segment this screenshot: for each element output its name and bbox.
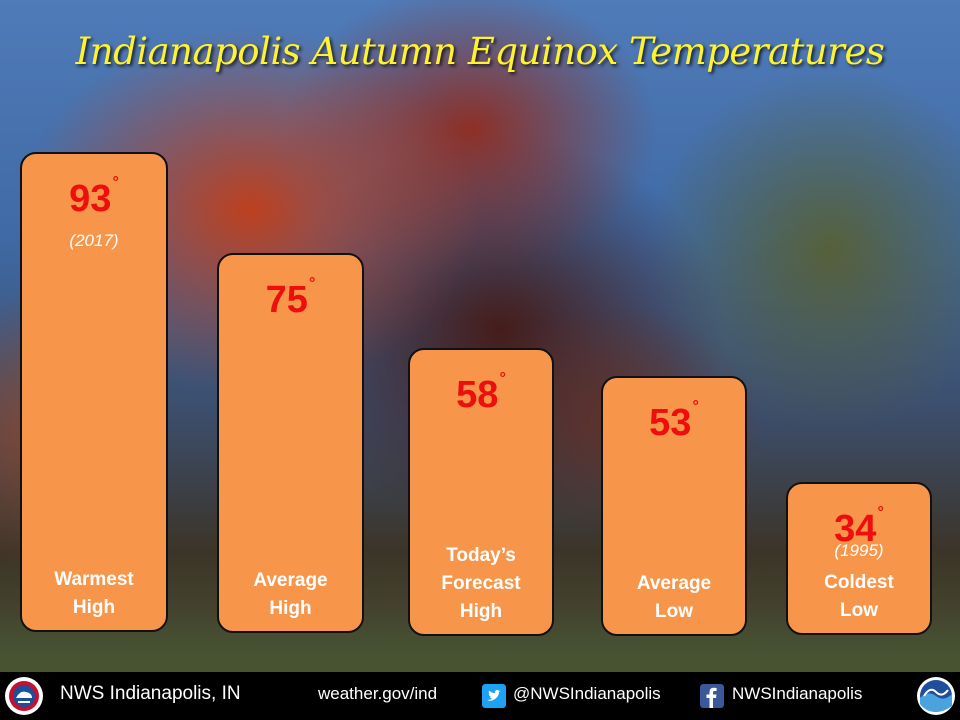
bar-label-line: Low [840, 600, 878, 621]
value-number: 75 [265, 279, 308, 321]
nws-logo-icon [5, 677, 43, 715]
twitter-icon[interactable] [482, 684, 506, 708]
bar-coldest-low: 34° (1995) Coldest Low [786, 482, 932, 635]
bar-value-average-high: 75° [219, 276, 362, 321]
bar-today-s-forecast-high: 58° Today’s Forecast High [408, 348, 554, 636]
bar-average-high: 75° Average High [217, 253, 364, 633]
value-number: 93 [69, 178, 112, 220]
bar-label-line: Low [655, 601, 693, 622]
chart-title: Indianapolis Autumn Equinox Temperatures [75, 30, 885, 73]
degree-symbol: ° [308, 275, 316, 292]
value-number: 34 [834, 508, 877, 550]
bar-value-warmest-high: 93° [22, 175, 166, 220]
bar-average-low: 53° Average Low [601, 376, 747, 636]
footer-office: NWS Indianapolis, IN [60, 683, 241, 704]
degree-symbol: ° [499, 370, 506, 387]
bar-label-coldest-low: Coldest Low [788, 569, 930, 625]
bar-year-warmest-high: (2017) [69, 231, 119, 250]
bar-value-today-s-forecast-high: 58° [410, 371, 552, 416]
facebook-icon[interactable] [700, 684, 724, 708]
bar-label-line: Coldest [824, 572, 894, 593]
bar-label-line: High [269, 598, 312, 619]
bar-value-average-low: 53° [603, 399, 745, 444]
bar-label-line: High [72, 597, 116, 618]
bar-label-line: Average [253, 570, 328, 591]
bar-label-line: High [459, 601, 503, 622]
value-number: 53 [649, 402, 692, 444]
bar-value-coldest-low: 34° [788, 505, 930, 550]
bar-label-line: Today’s [446, 545, 516, 566]
value-number: 58 [456, 374, 499, 416]
footer-twitter-handle[interactable]: @NWSIndianapolis [513, 684, 661, 703]
bar-label-average-high: Average High [219, 567, 362, 623]
bar-label-line: Warmest [54, 569, 134, 590]
noaa-logo-icon [917, 677, 955, 715]
bar-year-coldest-low: (1995) [834, 541, 884, 560]
footer-bar: NWS Indianapolis, IN weather.gov/ind @NW… [0, 672, 960, 720]
bar-label-line: Forecast [441, 573, 521, 594]
bar-label-average-low: Average Low [603, 570, 745, 626]
degree-symbol: ° [112, 174, 119, 191]
bar-label-warmest-high: Warmest High [22, 566, 166, 622]
bar-label-today-s-forecast-high: Today’s Forecast High [410, 542, 552, 626]
bar-warmest-high: 93° (2017) Warmest High [20, 152, 168, 632]
footer-facebook-handle[interactable]: NWSIndianapolis [732, 684, 863, 703]
degree-symbol: ° [692, 398, 699, 415]
bar-label-line: Average [636, 573, 712, 594]
degree-symbol: ° [877, 504, 884, 521]
footer-website-link[interactable]: weather.gov/ind [318, 684, 438, 703]
